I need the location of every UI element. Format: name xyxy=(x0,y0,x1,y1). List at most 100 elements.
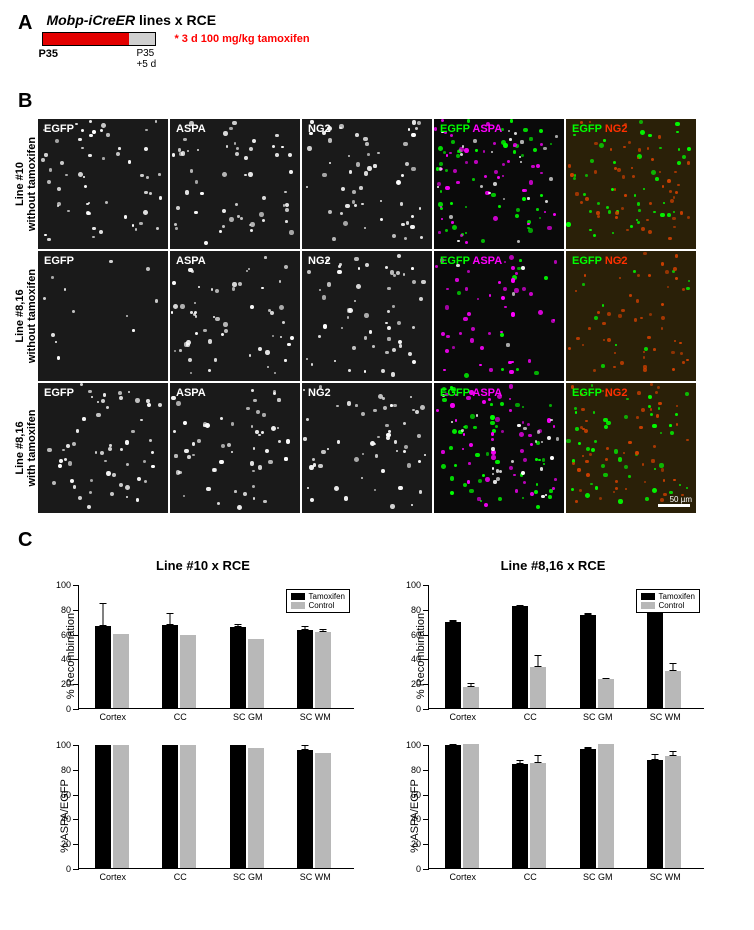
y-tick-label: 100 xyxy=(406,580,421,590)
micrograph-tile: ASPA xyxy=(170,251,300,381)
micrograph-tile: EGFP ASPA xyxy=(434,119,564,249)
y-tick-label: 20 xyxy=(61,839,71,849)
bar-control xyxy=(315,632,331,708)
row-label: Line #8,16without tamoxifen xyxy=(14,251,38,381)
y-tick-label: 60 xyxy=(61,630,71,640)
bar-control xyxy=(113,745,129,868)
bar-chart: % Recombination020406080100CortexCCSC GM… xyxy=(48,581,358,731)
legend: TamoxifenControl xyxy=(636,589,700,613)
bar-chart: % ASPA/EGFP020406080100CortexCCSC GMSC W… xyxy=(48,741,358,891)
panel-b: B Line #10without tamoxifenEGFP ASPA NG2… xyxy=(18,90,736,513)
bar-control xyxy=(248,748,264,868)
column-title: Line #10 x RCE xyxy=(48,558,358,573)
chart-column: Line #8,16 x RCE% Recombination020406080… xyxy=(398,558,708,901)
micrograph-tile: EGFP xyxy=(38,383,168,513)
timeline-bar-red xyxy=(43,33,129,45)
tile-channel-label: NG2 xyxy=(308,387,331,399)
plot-area: 020406080100CortexCCSC GMSC WMTamoxifenC… xyxy=(428,585,704,709)
tile-channel-label: NG2 xyxy=(308,255,331,267)
y-tick-label: 80 xyxy=(61,765,71,775)
bar-control xyxy=(665,671,681,708)
panel-a-title: Mobp-iCreER lines x RCE xyxy=(46,12,309,28)
bar-control xyxy=(530,667,546,708)
charts-row: Line #10 x RCE% Recombination02040608010… xyxy=(48,558,736,901)
y-tick-label: 0 xyxy=(66,704,71,714)
bar-control xyxy=(463,744,479,868)
panel-c: C Line #10 x RCE% Recombination020406080… xyxy=(18,529,736,901)
bar-control xyxy=(530,763,546,868)
x-tick-label: SC GM xyxy=(233,712,263,722)
tile-channel-label: ASPA xyxy=(176,255,206,267)
bar-control xyxy=(463,687,479,708)
x-tick-label: Cortex xyxy=(449,712,476,722)
y-tick-label: 60 xyxy=(411,790,421,800)
plot-area: 020406080100CortexCCSC GMSC WMTamoxifenC… xyxy=(78,585,354,709)
y-tick-label: 60 xyxy=(411,630,421,640)
x-tick-label: SC GM xyxy=(583,712,613,722)
x-tick-label: Cortex xyxy=(99,872,126,882)
y-tick-label: 80 xyxy=(61,605,71,615)
tile-channel-label: EGFP ASPA xyxy=(440,387,502,399)
micrograph-tile: EGFP NG2 xyxy=(566,251,696,381)
time-labels: P35 P35 +5 d xyxy=(42,48,162,72)
micrograph-tile: ASPA xyxy=(170,383,300,513)
micrograph-tile: ASPA xyxy=(170,119,300,249)
bar-tamoxifen xyxy=(512,764,528,868)
micrograph-tile: NG2 xyxy=(302,251,432,381)
y-tick-label: 60 xyxy=(61,790,71,800)
bar-tamoxifen xyxy=(162,625,178,708)
bar-control xyxy=(113,634,129,708)
x-tick-label: SC WM xyxy=(300,872,331,882)
tile-channel-label: EGFP NG2 xyxy=(572,123,627,135)
micrograph-tile: EGFP xyxy=(38,251,168,381)
y-tick-label: 80 xyxy=(411,765,421,775)
bar-tamoxifen xyxy=(647,760,663,868)
tamoxifen-note: * 3 d 100 mg/kg tamoxifen xyxy=(174,33,309,45)
panel-c-label: C xyxy=(18,529,736,552)
bar-tamoxifen xyxy=(297,630,313,708)
bar-tamoxifen xyxy=(512,606,528,708)
tile-channel-label: EGFP ASPA xyxy=(440,123,502,135)
x-tick-label: CC xyxy=(174,712,187,722)
x-tick-label: SC GM xyxy=(233,872,263,882)
x-tick-label: CC xyxy=(524,712,537,722)
bar-chart: % ASPA/EGFP020406080100CortexCCSC GMSC W… xyxy=(398,741,708,891)
image-row: Line #8,16with tamoxifenEGFP ASPA NG2 EG… xyxy=(38,383,736,513)
y-tick-label: 80 xyxy=(411,605,421,615)
tile-channel-label: EGFP NG2 xyxy=(572,255,627,267)
bar-tamoxifen xyxy=(297,750,313,868)
bar-control xyxy=(180,745,196,868)
y-tick-label: 20 xyxy=(61,679,71,689)
tile-channel-label: ASPA xyxy=(176,123,206,135)
bar-tamoxifen xyxy=(162,745,178,868)
scale-bar-text: 50 µm xyxy=(670,495,692,504)
scale-bar xyxy=(658,504,690,507)
tile-channel-label: NG2 xyxy=(308,123,331,135)
y-tick-label: 0 xyxy=(66,864,71,874)
bar-tamoxifen xyxy=(95,745,111,868)
micrograph-tile: NG2 xyxy=(302,119,432,249)
tile-channel-label: EGFP xyxy=(44,387,74,399)
bar-tamoxifen xyxy=(95,626,111,708)
y-tick-label: 100 xyxy=(56,580,71,590)
x-tick-label: SC WM xyxy=(650,872,681,882)
y-tick-label: 40 xyxy=(411,814,421,824)
y-tick-label: 40 xyxy=(61,654,71,664)
y-tick-label: 0 xyxy=(416,704,421,714)
chart-column: Line #10 x RCE% Recombination02040608010… xyxy=(48,558,358,901)
legend: TamoxifenControl xyxy=(286,589,350,613)
panel-b-label: B xyxy=(18,90,736,113)
micrograph-tile: NG2 xyxy=(302,383,432,513)
image-row: Line #10without tamoxifenEGFP ASPA NG2 E… xyxy=(38,119,736,249)
timeline-bar-gray xyxy=(129,33,155,45)
micrograph-tile: EGFP ASPA xyxy=(434,383,564,513)
y-tick-label: 40 xyxy=(61,814,71,824)
panel-a-label: A xyxy=(18,12,32,35)
bar-tamoxifen xyxy=(230,745,246,868)
micrograph-tile: EGFP NG2 50 µm xyxy=(566,383,696,513)
image-grid: Line #10without tamoxifenEGFP ASPA NG2 E… xyxy=(38,119,736,513)
y-tick-label: 20 xyxy=(411,839,421,849)
bar-tamoxifen xyxy=(445,622,461,708)
image-row: Line #8,16without tamoxifenEGFP ASPA NG2… xyxy=(38,251,736,381)
tile-channel-label: EGFP ASPA xyxy=(440,255,502,267)
